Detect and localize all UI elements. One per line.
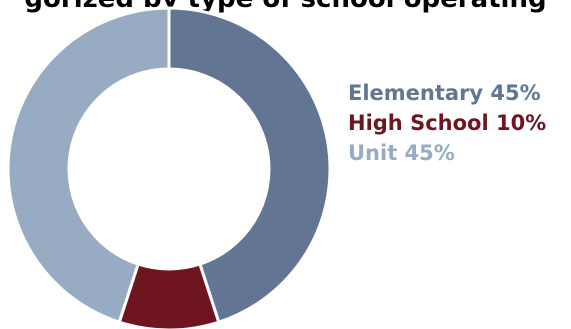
legend-entry-high-school: High School 10% <box>348 111 547 135</box>
slice-unit <box>6 6 171 324</box>
slice-elementary <box>167 6 332 324</box>
legend-entry-elementary: Elementary 45% <box>348 81 541 105</box>
legend-entry-unit: Unit 45% <box>348 141 455 165</box>
legend: Elementary 45% High School 10% Unit 45% <box>348 78 546 168</box>
